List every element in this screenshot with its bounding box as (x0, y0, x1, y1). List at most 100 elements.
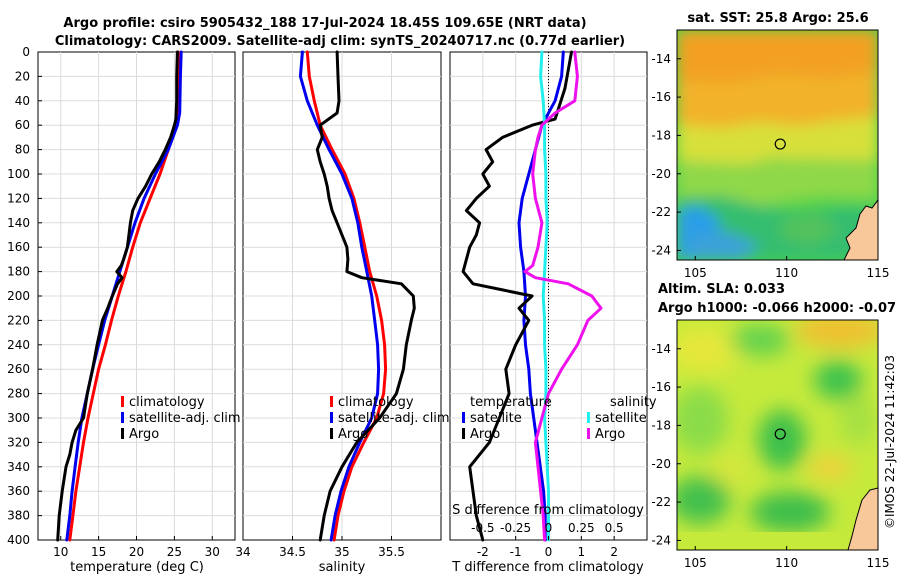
ytick-label: 160 (7, 240, 30, 254)
ytick-label: 320 (7, 435, 30, 449)
legend-swatch-climatology (121, 396, 124, 407)
lat-tick-label: -14 (651, 342, 671, 356)
sla-map-subtitle: Argo h1000: -0.066 h2000: -0.07 (658, 301, 896, 316)
temperature-xticks: 10 15 20 25 30 (53, 536, 220, 559)
ytick-label: 120 (7, 191, 30, 205)
legend-label-temperature-satellite: satellite (470, 411, 522, 426)
temperature-series (56, 50, 183, 542)
temperature-xlabel: temperature (deg C) (70, 560, 204, 575)
legend-swatch-argo (330, 428, 333, 439)
figure-title-line2: Climatology: CARS2009. Satellite-adj cli… (55, 34, 625, 49)
xtick-label: -2 (477, 545, 489, 559)
series-argo (315, 50, 416, 542)
ytick-label: 0 (22, 45, 30, 59)
series-climatology (305, 50, 388, 542)
argo-location-marker (774, 428, 786, 440)
x2tick-label: 0.25 (568, 521, 595, 535)
lat-tick-label: -16 (651, 90, 671, 104)
sla-map-frame (676, 319, 879, 551)
legend-swatch-satellite (121, 412, 124, 423)
sst-map-frame (676, 29, 879, 261)
xtick-label: -1 (510, 545, 522, 559)
xtick-label: 34 (235, 545, 250, 559)
xtick-label: 30 (205, 545, 220, 559)
lat-tick-label: -24 (651, 533, 671, 547)
ytick-label: 360 (7, 484, 30, 498)
legend-label-salinity-satellite: satellite (595, 411, 647, 426)
lon-tick-label: 115 (867, 266, 890, 280)
argo-location-marker (774, 138, 786, 150)
imos-credit: ©IMOS 22-Jul-2024 11:42:03 (883, 355, 897, 529)
salinity-panel: 34 34.5 35 35.5 salinity climatology satell… (235, 50, 450, 575)
x2tick-label: 0.5 (605, 521, 624, 535)
series-argo (56, 50, 179, 542)
sst-map-lon-ticks: 105 110 115 (684, 256, 890, 280)
ytick-label: 260 (7, 362, 30, 376)
lat-tick-label: -22 (651, 495, 671, 509)
lat-tick-label: -18 (651, 418, 671, 432)
legend-label-argo: Argo (129, 427, 159, 442)
legend-swatch-temperature-argo (462, 428, 465, 439)
sla-map-panel: Altim. SLA: 0.033 Argo h1000: -0.066 h20… (651, 282, 896, 570)
xtick-label: 20 (129, 545, 144, 559)
figure-title-line1: Argo profile: csiro 5905432_188 17-Jul-2… (63, 16, 586, 31)
temperature-grid (38, 52, 235, 540)
xtick-label: 25 (167, 545, 182, 559)
ytick-label: 20 (15, 69, 30, 83)
legend-label-climatology: climatology (338, 395, 414, 410)
temperature-legend: climatology satellite-adj. clim Argo (121, 395, 241, 442)
lat-tick-label: -20 (651, 167, 671, 181)
lat-tick-label: -16 (651, 380, 671, 394)
sla-map-title: Altim. SLA: 0.033 (658, 282, 785, 297)
ytick-label: 200 (7, 289, 30, 303)
xtick-label: 0 (545, 545, 553, 559)
legend-swatch-climatology (330, 396, 333, 407)
series-temperature-argo (461, 50, 573, 542)
difference-panel: -2 -1 0 1 2 -0.5 -0.25 0 0.25 0.5 S difference f… (449, 50, 657, 575)
salinity-legend: climatology satellite-adj. clim Argo (330, 395, 450, 442)
ytick-label: 100 (7, 167, 30, 181)
xtick-label: 1 (578, 545, 586, 559)
xtick-label: 2 (610, 545, 618, 559)
sla-map-lon-ticks: 105 110 115 (684, 546, 890, 570)
legend-label-satellite: satellite-adj. clim (129, 411, 241, 426)
lat-tick-label: -24 (651, 243, 671, 257)
lat-tick-label: -20 (651, 457, 671, 471)
ytick-label: 80 (15, 143, 30, 157)
sla-heatmap (677, 320, 878, 550)
t-difference-xticks: -2 -1 0 1 2 (477, 536, 618, 559)
t-difference-xlabel: T difference from climatology (451, 560, 644, 575)
xtick-label: 34.5 (279, 545, 306, 559)
legend-label-climatology: climatology (129, 395, 205, 410)
xtick-label: 10 (53, 545, 68, 559)
ytick-label: 400 (7, 533, 30, 547)
sst-heatmap (677, 30, 878, 260)
sst-map-panel: sat. SST: 25.8 Argo: 25.6 105 110 115 -14-… (651, 11, 889, 280)
depth-yticks: 0 20 40 60 80 100 120 140 160 180 200 220 240 260 280 3… (7, 45, 42, 547)
legend-label-satellite: satellite-adj. clim (338, 411, 450, 426)
legend-header-salinity: salinity (610, 395, 657, 410)
legend-label-salinity-argo: Argo (595, 427, 625, 442)
lat-tick-label: -18 (651, 128, 671, 142)
ytick-label: 380 (7, 509, 30, 523)
ytick-label: 220 (7, 313, 30, 327)
temperature-panel: 10 15 20 25 30 0 20 40 60 80 100 120 140 160 180 200 22… (7, 45, 241, 575)
lon-tick-label: 110 (775, 266, 798, 280)
legend-swatch-argo (121, 428, 124, 439)
lon-tick-label: 110 (775, 556, 798, 570)
legend-swatch-salinity-argo (587, 428, 590, 439)
salinity-series (298, 50, 416, 542)
lon-tick-label: 115 (867, 556, 890, 570)
ytick-label: 340 (7, 460, 30, 474)
sst-map-title: sat. SST: 25.8 Argo: 25.6 (687, 11, 868, 26)
salinity-xticks: 34 34.5 35 35.5 (235, 536, 405, 559)
ytick-label: 140 (7, 216, 30, 230)
coastline-land (843, 199, 878, 260)
ytick-label: 180 (7, 265, 30, 279)
legend-label-argo: Argo (338, 427, 368, 442)
series-salinity-satellite (539, 50, 550, 542)
sst-map-lat-ticks: -14 -16 -18 -20 -22 -24 (651, 52, 681, 257)
s-difference-xlabel: S difference from climatology (452, 503, 644, 518)
salinity-xlabel: salinity (319, 560, 366, 575)
